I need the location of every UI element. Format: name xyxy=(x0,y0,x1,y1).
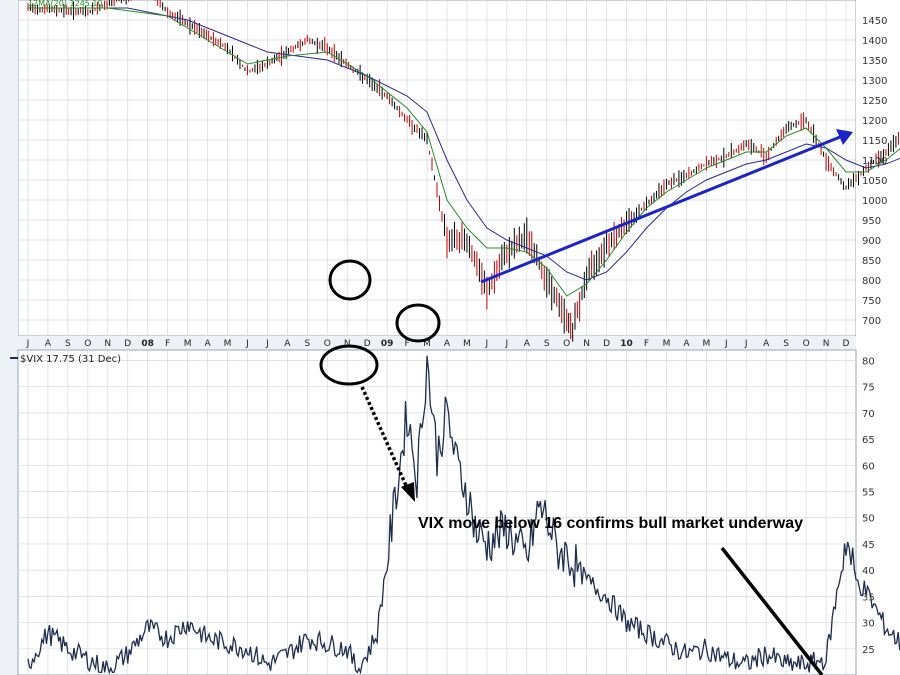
x-tick-label: D xyxy=(603,339,610,349)
x-tick-label: J xyxy=(265,339,269,349)
x-tick-label: S xyxy=(544,339,550,349)
vix-y-tick-label: 70 xyxy=(862,409,875,420)
vix-y-tick-label: 50 xyxy=(862,514,875,525)
vix-panel xyxy=(17,349,857,675)
x-tick-label: D xyxy=(124,339,131,349)
dotted-arrow-head xyxy=(401,482,415,502)
vix-plot-area xyxy=(17,349,857,675)
x-tick-label: 10 xyxy=(620,339,633,349)
price-y-tick-label: 1200 xyxy=(862,116,887,127)
x-tick-label: A xyxy=(45,339,52,349)
x-tick-label: J xyxy=(26,339,30,349)
x-tick-label: J xyxy=(724,339,728,349)
price-y-tick-label: 1050 xyxy=(862,176,887,187)
vix-legend: $VIX 17.75 (31 Dec) xyxy=(20,354,121,365)
x-tick-label: A xyxy=(524,339,531,349)
x-tick-label: N xyxy=(104,339,111,349)
x-tick-label: J xyxy=(505,339,509,349)
x-tick-label: S xyxy=(783,339,789,349)
vix-y-tick-label: 65 xyxy=(862,435,875,446)
price-y-tick-label: 800 xyxy=(862,276,881,287)
price-y-axis: 700 750 800 850 900 950 1000 1050 1100 1150 1200 12… xyxy=(862,16,887,327)
x-tick-label: O xyxy=(563,339,570,349)
x-tick-label: J xyxy=(744,339,748,349)
x-tick-label: A xyxy=(284,339,291,349)
x-tick-label: F xyxy=(165,339,170,349)
x-tick-label: D xyxy=(843,339,850,349)
x-tick-label: J xyxy=(485,339,489,349)
price-y-tick-label: 850 xyxy=(862,256,881,267)
vix-y-axis: 25 30 35 40 45 50 55 60 65 70 75 80 xyxy=(862,356,875,655)
moving-average-fast xyxy=(28,7,900,297)
x-tick-label: J xyxy=(245,339,249,349)
price-y-tick-label: 1250 xyxy=(862,96,887,107)
x-tick-label: M xyxy=(224,339,232,349)
x-tick-label: A xyxy=(444,339,451,349)
price-grid xyxy=(18,0,856,336)
x-tick-label: N xyxy=(583,339,590,349)
x-tick-label: M xyxy=(663,339,671,349)
vix-grid xyxy=(18,350,856,675)
price-y-tick-label: 700 xyxy=(862,316,881,327)
x-tick-label: M xyxy=(702,339,710,349)
price-y-tick-label: 900 xyxy=(862,236,881,247)
price-y-tick-label: 1150 xyxy=(862,136,887,147)
price-y-tick-label: 1450 xyxy=(862,16,887,27)
price-y-tick-label: 1350 xyxy=(862,56,887,67)
vix-y-tick-label: 35 xyxy=(862,592,875,603)
blue-arrow-head xyxy=(836,129,853,145)
vix-line xyxy=(27,355,900,675)
x-axis: J A S O N D 08 F M A M J J A S O N D 09 F M A M J J A S O N D 10 F M A M J J… xyxy=(26,339,850,349)
vix-y-tick-label: 55 xyxy=(862,488,875,499)
x-tick-label: F xyxy=(404,339,409,349)
x-tick-label: M xyxy=(423,339,431,349)
x-tick-label: F xyxy=(644,339,649,349)
x-tick-label: 08 xyxy=(141,339,154,349)
price-series xyxy=(27,0,900,342)
x-tick-label: A xyxy=(763,339,770,349)
price-plot-area xyxy=(17,0,857,337)
price-y-tick-label: 1000 xyxy=(862,196,887,207)
price-y-tick-label: 1100 xyxy=(862,156,887,167)
vix-y-tick-label: 40 xyxy=(862,566,875,577)
left-margin xyxy=(0,0,18,675)
price-y-tick-label: 750 xyxy=(862,296,881,307)
circle-oct-low xyxy=(328,259,372,301)
blue-trend-arrow xyxy=(480,135,841,284)
right-margin xyxy=(856,0,900,675)
x-tick-label: A xyxy=(204,339,211,349)
price-y-tick-label: 1400 xyxy=(862,36,887,47)
annotations xyxy=(319,129,853,675)
circle-march-low xyxy=(395,303,441,343)
x-tick-label: N xyxy=(823,339,830,349)
x-tick-label: A xyxy=(683,339,690,349)
vix-y-tick-label: 45 xyxy=(862,540,875,551)
x-tick-label: M xyxy=(184,339,192,349)
price-top-label: 12MA(20) 1245.10 xyxy=(28,0,103,8)
vix-y-tick-label: 80 xyxy=(862,356,875,367)
dotted-arrow xyxy=(360,386,410,491)
x-tick-label: O xyxy=(84,339,91,349)
circle-vix-peak xyxy=(319,344,379,386)
x-axis-band xyxy=(18,336,856,350)
x-tick-label: 09 xyxy=(381,339,394,349)
vix-y-tick-label: 25 xyxy=(862,645,875,656)
x-tick-label: M xyxy=(463,339,471,349)
price-y-tick-label: 1300 xyxy=(862,76,887,87)
moving-average-slow xyxy=(28,7,900,281)
vix-y-tick-label: 75 xyxy=(862,383,875,394)
vix-y-tick-label: 30 xyxy=(862,619,875,630)
x-tick-label: S xyxy=(304,339,310,349)
x-tick-label: O xyxy=(324,339,331,349)
x-tick-label: D xyxy=(364,339,371,349)
x-tick-label: O xyxy=(803,339,810,349)
price-y-tick-label: 950 xyxy=(862,216,881,227)
x-tick-label: S xyxy=(65,339,71,349)
vix-annotation-text: VIX move below 16 confirms bull market u… xyxy=(418,515,803,532)
vix-decline-line xyxy=(720,546,824,675)
x-tick-label: N xyxy=(344,339,351,349)
vix-series xyxy=(10,355,900,675)
vix-y-tick-label: 60 xyxy=(862,461,875,472)
